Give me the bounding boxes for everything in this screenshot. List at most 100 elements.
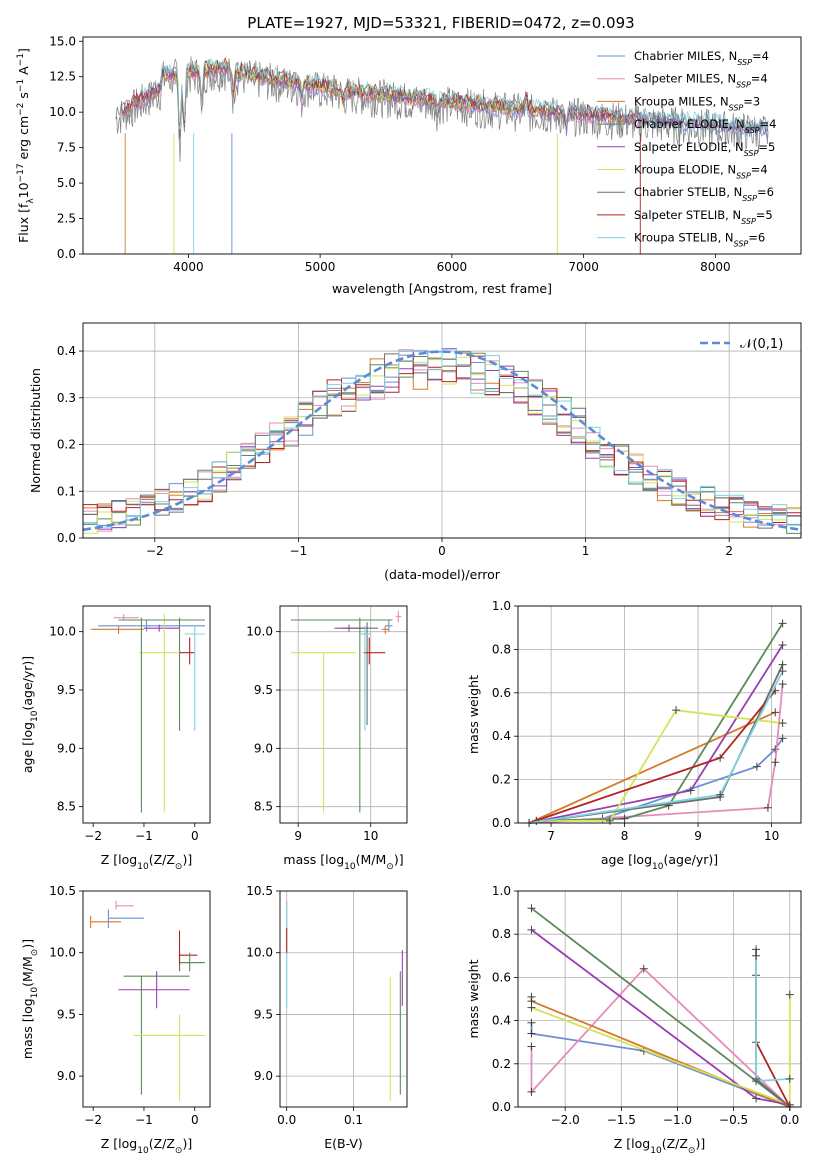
series-marker — [771, 708, 780, 717]
data-point — [98, 620, 205, 632]
data-point — [178, 930, 198, 966]
x-tick-label: 8 — [621, 829, 629, 843]
y-tick-label: 10.5 — [246, 884, 273, 898]
y-tick-label: 9.0 — [254, 1069, 273, 1083]
series-marker — [778, 719, 787, 728]
x-tick-label: 9 — [694, 829, 702, 843]
legend-entry: Kroupa MILES, NSSP=3 — [634, 94, 760, 112]
x-tick-label: 10 — [363, 829, 378, 843]
series-marker — [605, 816, 614, 825]
legend-entry: Chabrier MILES, NSSP=4 — [634, 49, 769, 67]
data-point — [138, 614, 180, 813]
axes-frame — [82, 605, 211, 824]
legend-entry: Salpeter STELIB, NSSP=5 — [634, 208, 773, 226]
x-tick-label: −2 — [84, 829, 102, 843]
series-marker — [752, 1077, 761, 1086]
series-marker — [771, 758, 780, 767]
model-spectrum-line — [141, 57, 769, 131]
axes-frame — [279, 890, 408, 1108]
series-marker — [752, 762, 761, 771]
axes-residual_hist: −2 −1 0 1 2 0.0 0.1 0.2 0.3 0.4 𝒩(0,1) (data-model)… — [28, 322, 802, 582]
x-tick-label: −1.0 — [663, 1113, 692, 1127]
x-axis-label: E(B-V) — [324, 1136, 363, 1151]
axes-frame — [279, 605, 408, 824]
y-tick-label: 0.2 — [57, 438, 76, 452]
series-marker — [639, 964, 648, 973]
y-tick-label: 10.0 — [49, 105, 76, 119]
legend-entry: Kroupa ELODIE, NSSP=4 — [634, 163, 768, 181]
y-tick-label: 0.8 — [492, 642, 511, 656]
x-tick-label: 1 — [582, 544, 590, 558]
x-axis-label: (data-model)/error — [384, 567, 501, 582]
data-point — [90, 915, 122, 929]
axes-massweight_vs_Z: −2.0 −1.5 −1.0 −0.5 0.0 0.0 0.2 0.4 0.6 0.8 1.0 Z [… — [466, 884, 802, 1156]
y-tick-label: 8.5 — [57, 800, 76, 814]
y-axis-label: age [log10(age/yr)] — [20, 656, 40, 773]
data-spectrum-line — [115, 56, 769, 162]
series-line — [755, 949, 791, 1108]
y-tick-label: 9.0 — [254, 741, 273, 755]
series-marker — [620, 814, 629, 823]
y-tick-label: 9.5 — [57, 683, 76, 697]
y-tick-label: 0.6 — [492, 686, 511, 700]
y-tick-label: 7.5 — [57, 141, 76, 155]
y-tick-label: 5.0 — [57, 176, 76, 190]
axes-frame — [517, 890, 802, 1108]
series-marker — [527, 904, 536, 913]
series-line — [528, 644, 784, 824]
y-axis-label: Normed distribution — [28, 368, 43, 493]
series-marker — [771, 745, 780, 754]
data-point — [290, 617, 393, 813]
legend-entry: Kroupa STELIB, NSSP=6 — [634, 231, 765, 249]
y-tick-label: 10.0 — [246, 946, 273, 960]
legend-entry: Chabrier ELODIE, NSSP=4 — [634, 117, 776, 135]
x-axis-label: wavelength [Angstrom, rest frame] — [332, 281, 552, 296]
x-tick-label: −0.5 — [719, 1113, 748, 1127]
legend: Chabrier MILES, NSSP=4 Salpeter MILES, NS… — [597, 49, 776, 248]
series-marker — [686, 786, 695, 795]
data-point — [138, 617, 200, 731]
x-tick-label: −1 — [290, 544, 308, 558]
x-tick-label: 2 — [725, 544, 733, 558]
y-tick-label: 9.5 — [254, 1007, 273, 1021]
y-tick-label: 0.4 — [492, 1014, 511, 1028]
y-tick-label: 10.0 — [246, 625, 273, 639]
y-tick-label: 0.0 — [57, 247, 76, 261]
series-line — [536, 709, 783, 822]
x-axis-label: Z [log10(Z/Z⊙)] — [614, 1136, 705, 1156]
series-marker — [716, 790, 725, 799]
series-marker — [752, 1094, 761, 1103]
x-tick-label: 0 — [438, 544, 446, 558]
y-axis-label: Flux [fλ10−17 erg cm−2 s−1 A−1] — [16, 48, 36, 243]
x-tick-label: 0 — [191, 829, 199, 843]
data-point — [290, 652, 357, 813]
x-tick-label: −2 — [84, 1113, 102, 1127]
x-tick-label: 0 — [191, 1113, 199, 1127]
series-marker — [763, 803, 772, 812]
data-point — [107, 909, 144, 929]
series-marker — [778, 619, 787, 628]
axes-frame — [82, 36, 802, 255]
data-point — [115, 900, 134, 910]
y-tick-label: 10.5 — [49, 884, 76, 898]
axes-spectrum: 4000 5000 6000 7000 8000 0.0 2.5 5.0 7.5 10.0 12.5… — [16, 34, 802, 296]
series-line — [530, 967, 791, 1108]
x-tick-label: −1 — [135, 829, 153, 843]
series-marker — [527, 1018, 536, 1027]
series-marker — [778, 641, 787, 650]
y-tick-label: 10.0 — [49, 625, 76, 639]
series-line — [528, 711, 776, 824]
series-marker — [778, 667, 787, 676]
y-axis-label: mass [log10(M/M⊙)] — [20, 939, 40, 1059]
x-tick-label: 0.0 — [780, 1113, 799, 1127]
y-tick-label: 0.4 — [57, 344, 76, 358]
x-tick-label: 8000 — [700, 260, 731, 274]
axes-massweight_vs_age: 7 8 9 10 0.0 0.2 0.4 0.6 0.8 1.0 age [log10(age/yr… — [466, 599, 802, 872]
data-point — [90, 625, 144, 634]
hist-step-line — [82, 355, 802, 538]
series-line — [536, 622, 784, 822]
data-point — [341, 622, 378, 725]
series-marker — [778, 680, 787, 689]
x-axis-label: Z [log10(Z/Z⊙)] — [101, 1136, 192, 1156]
